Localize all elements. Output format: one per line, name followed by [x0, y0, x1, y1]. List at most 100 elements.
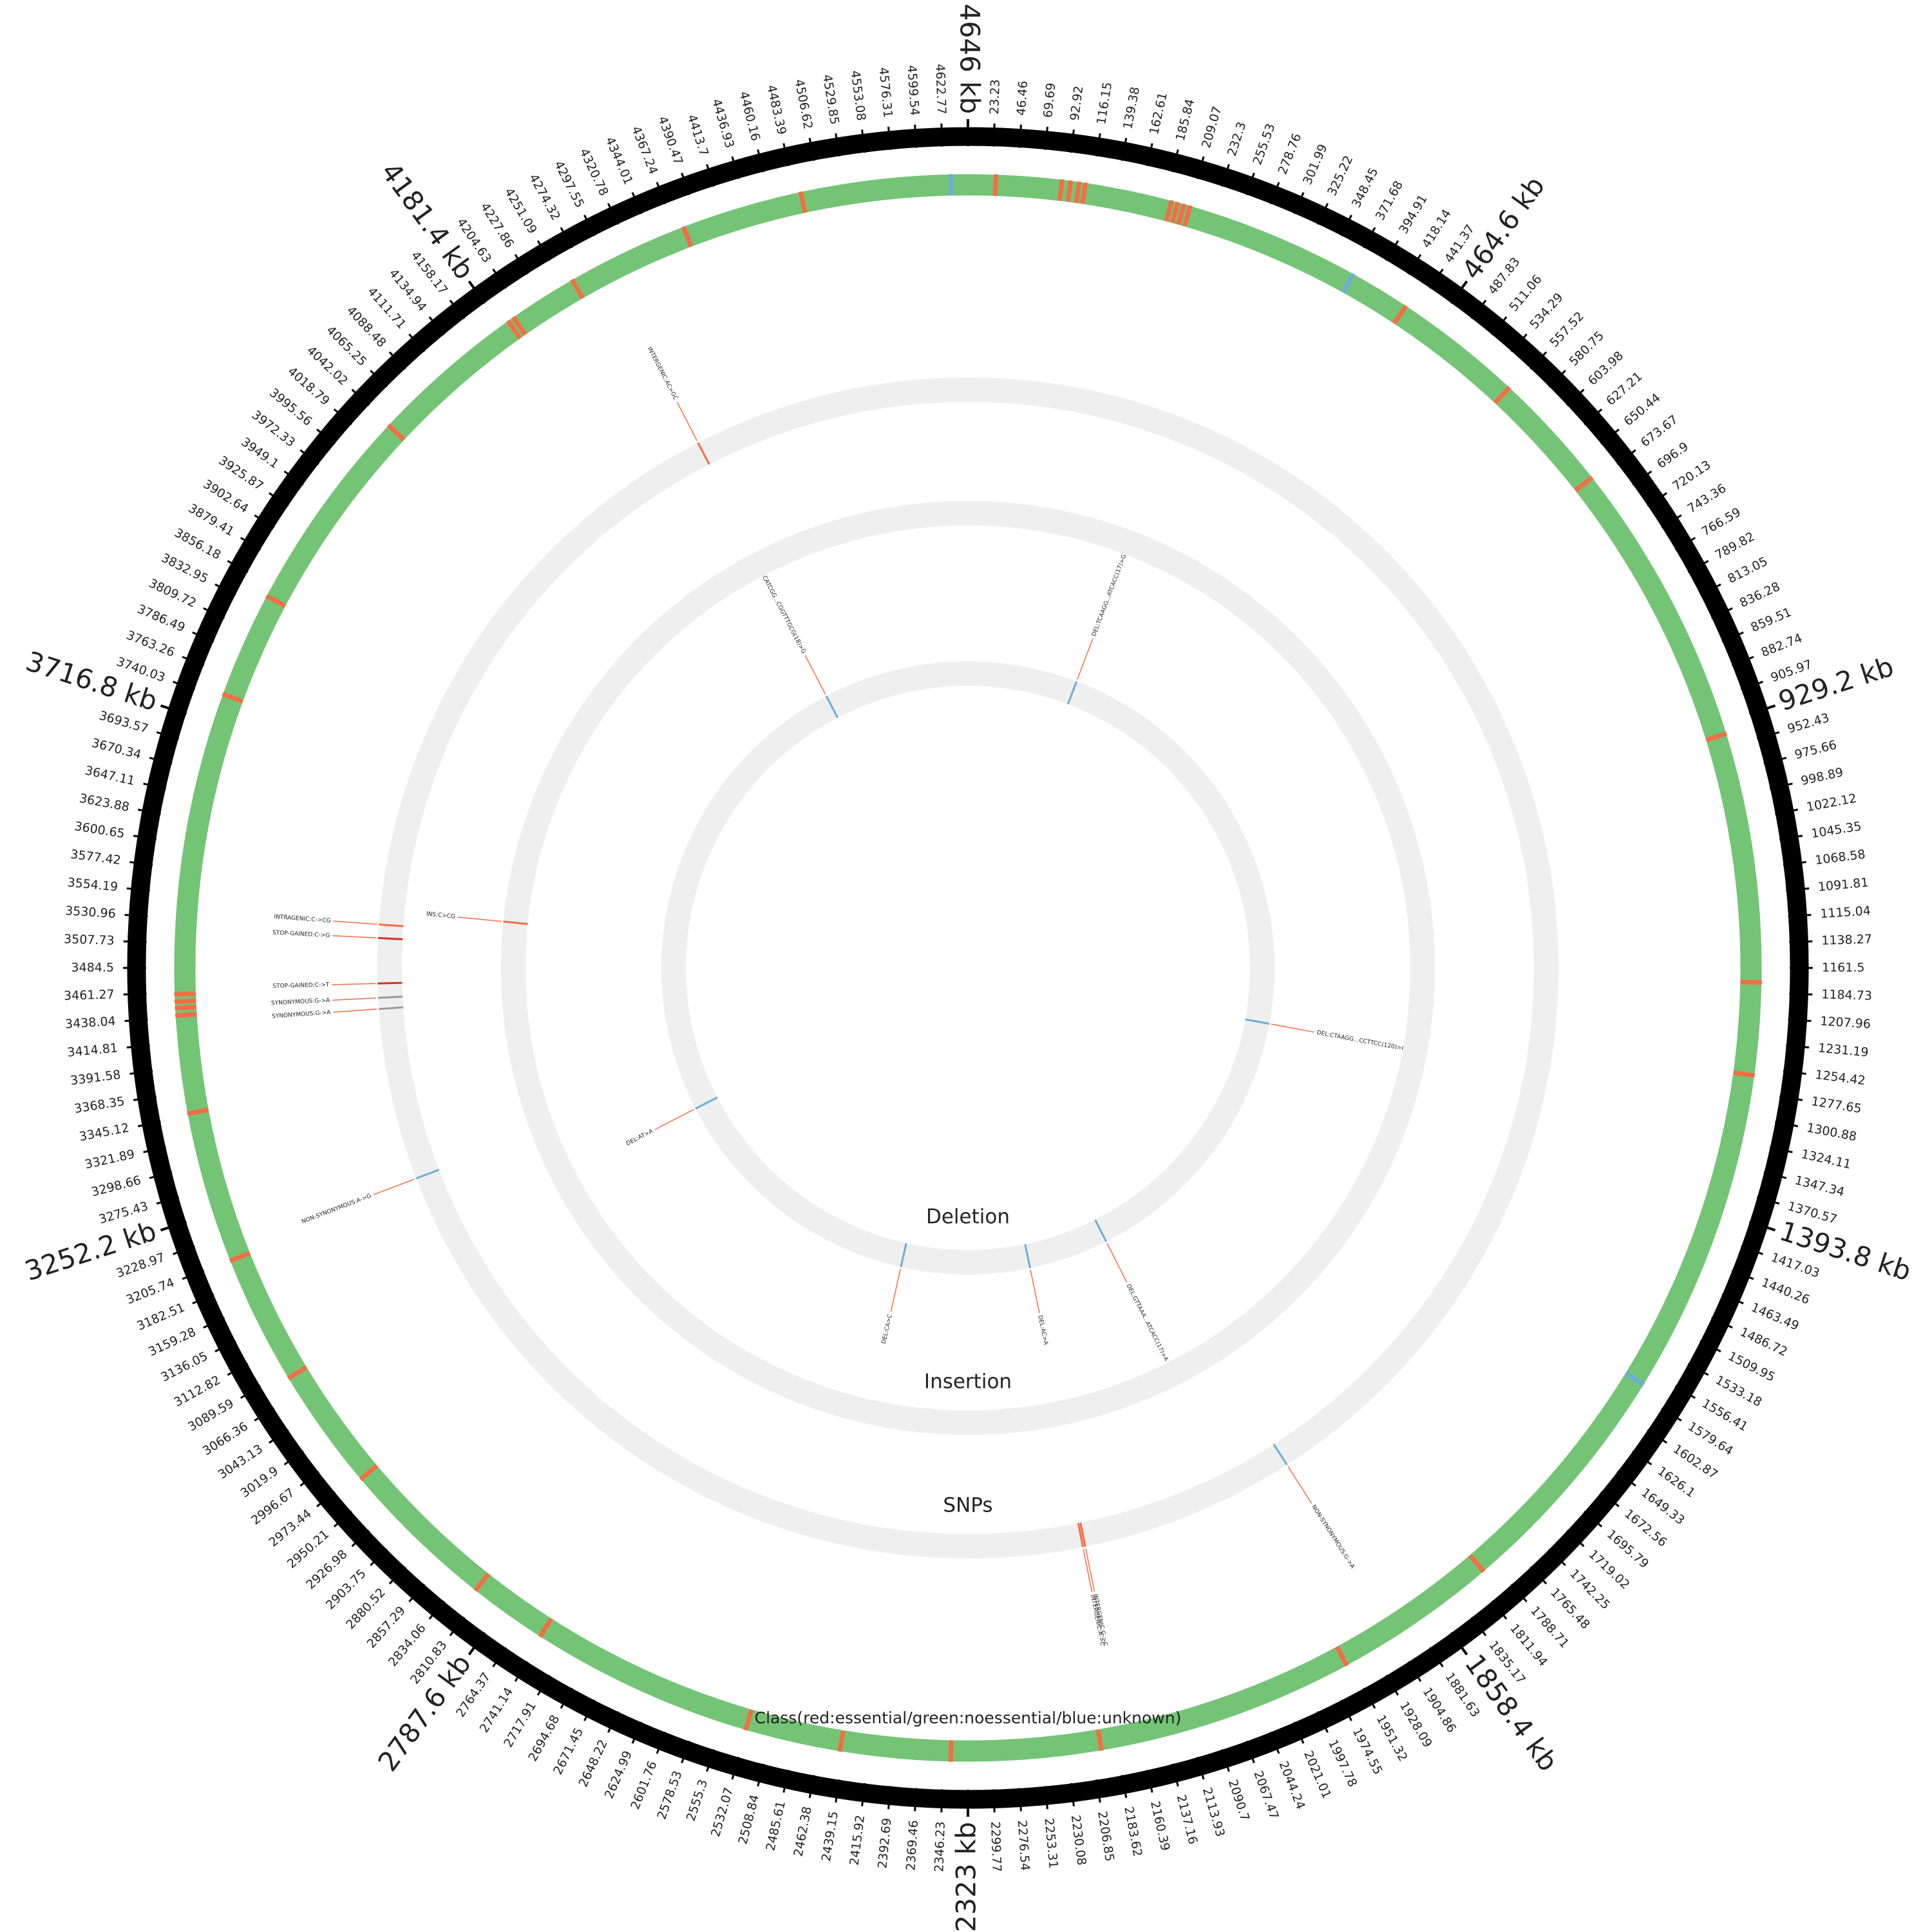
tick-mark [156, 1196, 180, 1205]
tick-mark [408, 333, 426, 352]
variant-mark [503, 920, 528, 925]
tick-mark [1783, 1070, 1806, 1075]
essential-gene [287, 1365, 308, 1381]
tick-mark [1661, 514, 1682, 529]
variant-leader [1077, 638, 1094, 680]
tick-mark [1687, 1363, 1709, 1376]
variant-leader [332, 935, 377, 939]
variant-mark [379, 923, 404, 927]
tick-mark [1095, 133, 1101, 156]
tick-mark [1450, 280, 1468, 304]
tick-mark [861, 129, 866, 153]
tick-mark [1316, 1710, 1329, 1733]
variant-mark [1245, 1018, 1270, 1025]
tick-mark [124, 1018, 148, 1022]
tick-mark [1700, 1340, 1721, 1352]
tick-mark [1721, 1293, 1744, 1305]
variant-leader [333, 1009, 377, 1013]
tick-mark [160, 704, 187, 715]
essential-gene [1170, 202, 1180, 223]
tick-mark [583, 214, 596, 236]
tick-mark [492, 1647, 507, 1667]
variant-mark [1077, 1522, 1084, 1548]
tick-mark [1741, 681, 1763, 691]
tick-mark [333, 1510, 352, 1528]
tick-mark [560, 1687, 573, 1709]
tick-mark [782, 143, 790, 167]
unknown-gene [1341, 272, 1356, 294]
tick-mark [1196, 156, 1205, 180]
tick-mark [316, 428, 336, 445]
essential-gene [538, 1617, 554, 1638]
tick-label: 3438.04 [64, 1014, 116, 1032]
tick-mark [370, 1548, 388, 1566]
tick-mark [351, 388, 370, 406]
essential-gene [1740, 980, 1762, 985]
essential-gene [222, 692, 243, 704]
variant-mark [695, 1096, 718, 1110]
essential-gene [175, 1012, 197, 1018]
tick-mark [706, 1749, 715, 1772]
tick-mark [1293, 1721, 1305, 1744]
variant-leader [1106, 1243, 1128, 1283]
variant-mark [378, 996, 403, 999]
essential-gene [511, 316, 527, 336]
tick-mark [1316, 203, 1329, 225]
tick-mark [299, 1470, 319, 1487]
essential-gene [1074, 181, 1082, 204]
tick-mark [731, 156, 740, 180]
major-tick-label: 4646 kb [954, 4, 986, 114]
tick-mark [1763, 757, 1787, 765]
tick-mark [1775, 1121, 1799, 1128]
essential-gene [1733, 1070, 1756, 1078]
variant-leader [332, 983, 376, 985]
tick-mark [1121, 1775, 1128, 1799]
track-ring [661, 661, 1274, 1274]
tick-mark [192, 631, 214, 643]
tick-mark [1407, 254, 1422, 275]
tick-mark [1018, 124, 1022, 148]
tick-mark [240, 1385, 261, 1399]
tick-mark [388, 1566, 406, 1585]
tick-label: 4622.77 [933, 64, 948, 115]
tick-mark [1363, 1687, 1376, 1709]
tick-mark [133, 835, 156, 840]
variant-label: SYNONYMOUS:G->A [271, 998, 331, 1007]
tick-mark [1700, 583, 1721, 596]
tick-mark [143, 782, 167, 790]
variant-leader [457, 916, 502, 922]
essential-gene [359, 1464, 379, 1481]
tick-mark [607, 1710, 620, 1733]
tick-mark [1220, 164, 1230, 187]
variant-leader [1271, 1023, 1314, 1033]
tick-mark [1269, 182, 1280, 205]
tick-mark [1428, 269, 1444, 289]
tick-mark [192, 1293, 214, 1305]
tick-mark [835, 133, 840, 156]
tick-mark [1220, 1749, 1230, 1772]
variant-mark [1079, 1522, 1086, 1547]
track-name: Insertion [924, 1370, 1012, 1394]
tick-mark [1171, 149, 1179, 173]
tick-mark [1584, 1510, 1603, 1528]
tick-mark [1470, 299, 1487, 319]
essential-gene [1164, 200, 1174, 222]
variant-leader [333, 920, 377, 925]
tick-mark [1385, 1674, 1399, 1696]
tick-mark [914, 124, 918, 148]
tick-mark [1748, 704, 1776, 715]
tick-mark [1616, 1470, 1636, 1487]
essential-gene [1334, 1645, 1349, 1667]
tick-mark [1293, 192, 1305, 214]
major-tick-label: 2323 kb [951, 1822, 982, 1932]
tick-mark [1146, 143, 1153, 167]
variant-leader [332, 997, 377, 1001]
tick-mark [1450, 1632, 1468, 1656]
tick-mark [1146, 1769, 1153, 1793]
tick-mark [1530, 1566, 1548, 1585]
variant-mark [1066, 681, 1078, 705]
class-label: Class(red:essential/green:noessential/bl… [755, 1709, 1182, 1727]
tick-mark [1269, 1731, 1280, 1754]
tick-mark [492, 269, 507, 289]
